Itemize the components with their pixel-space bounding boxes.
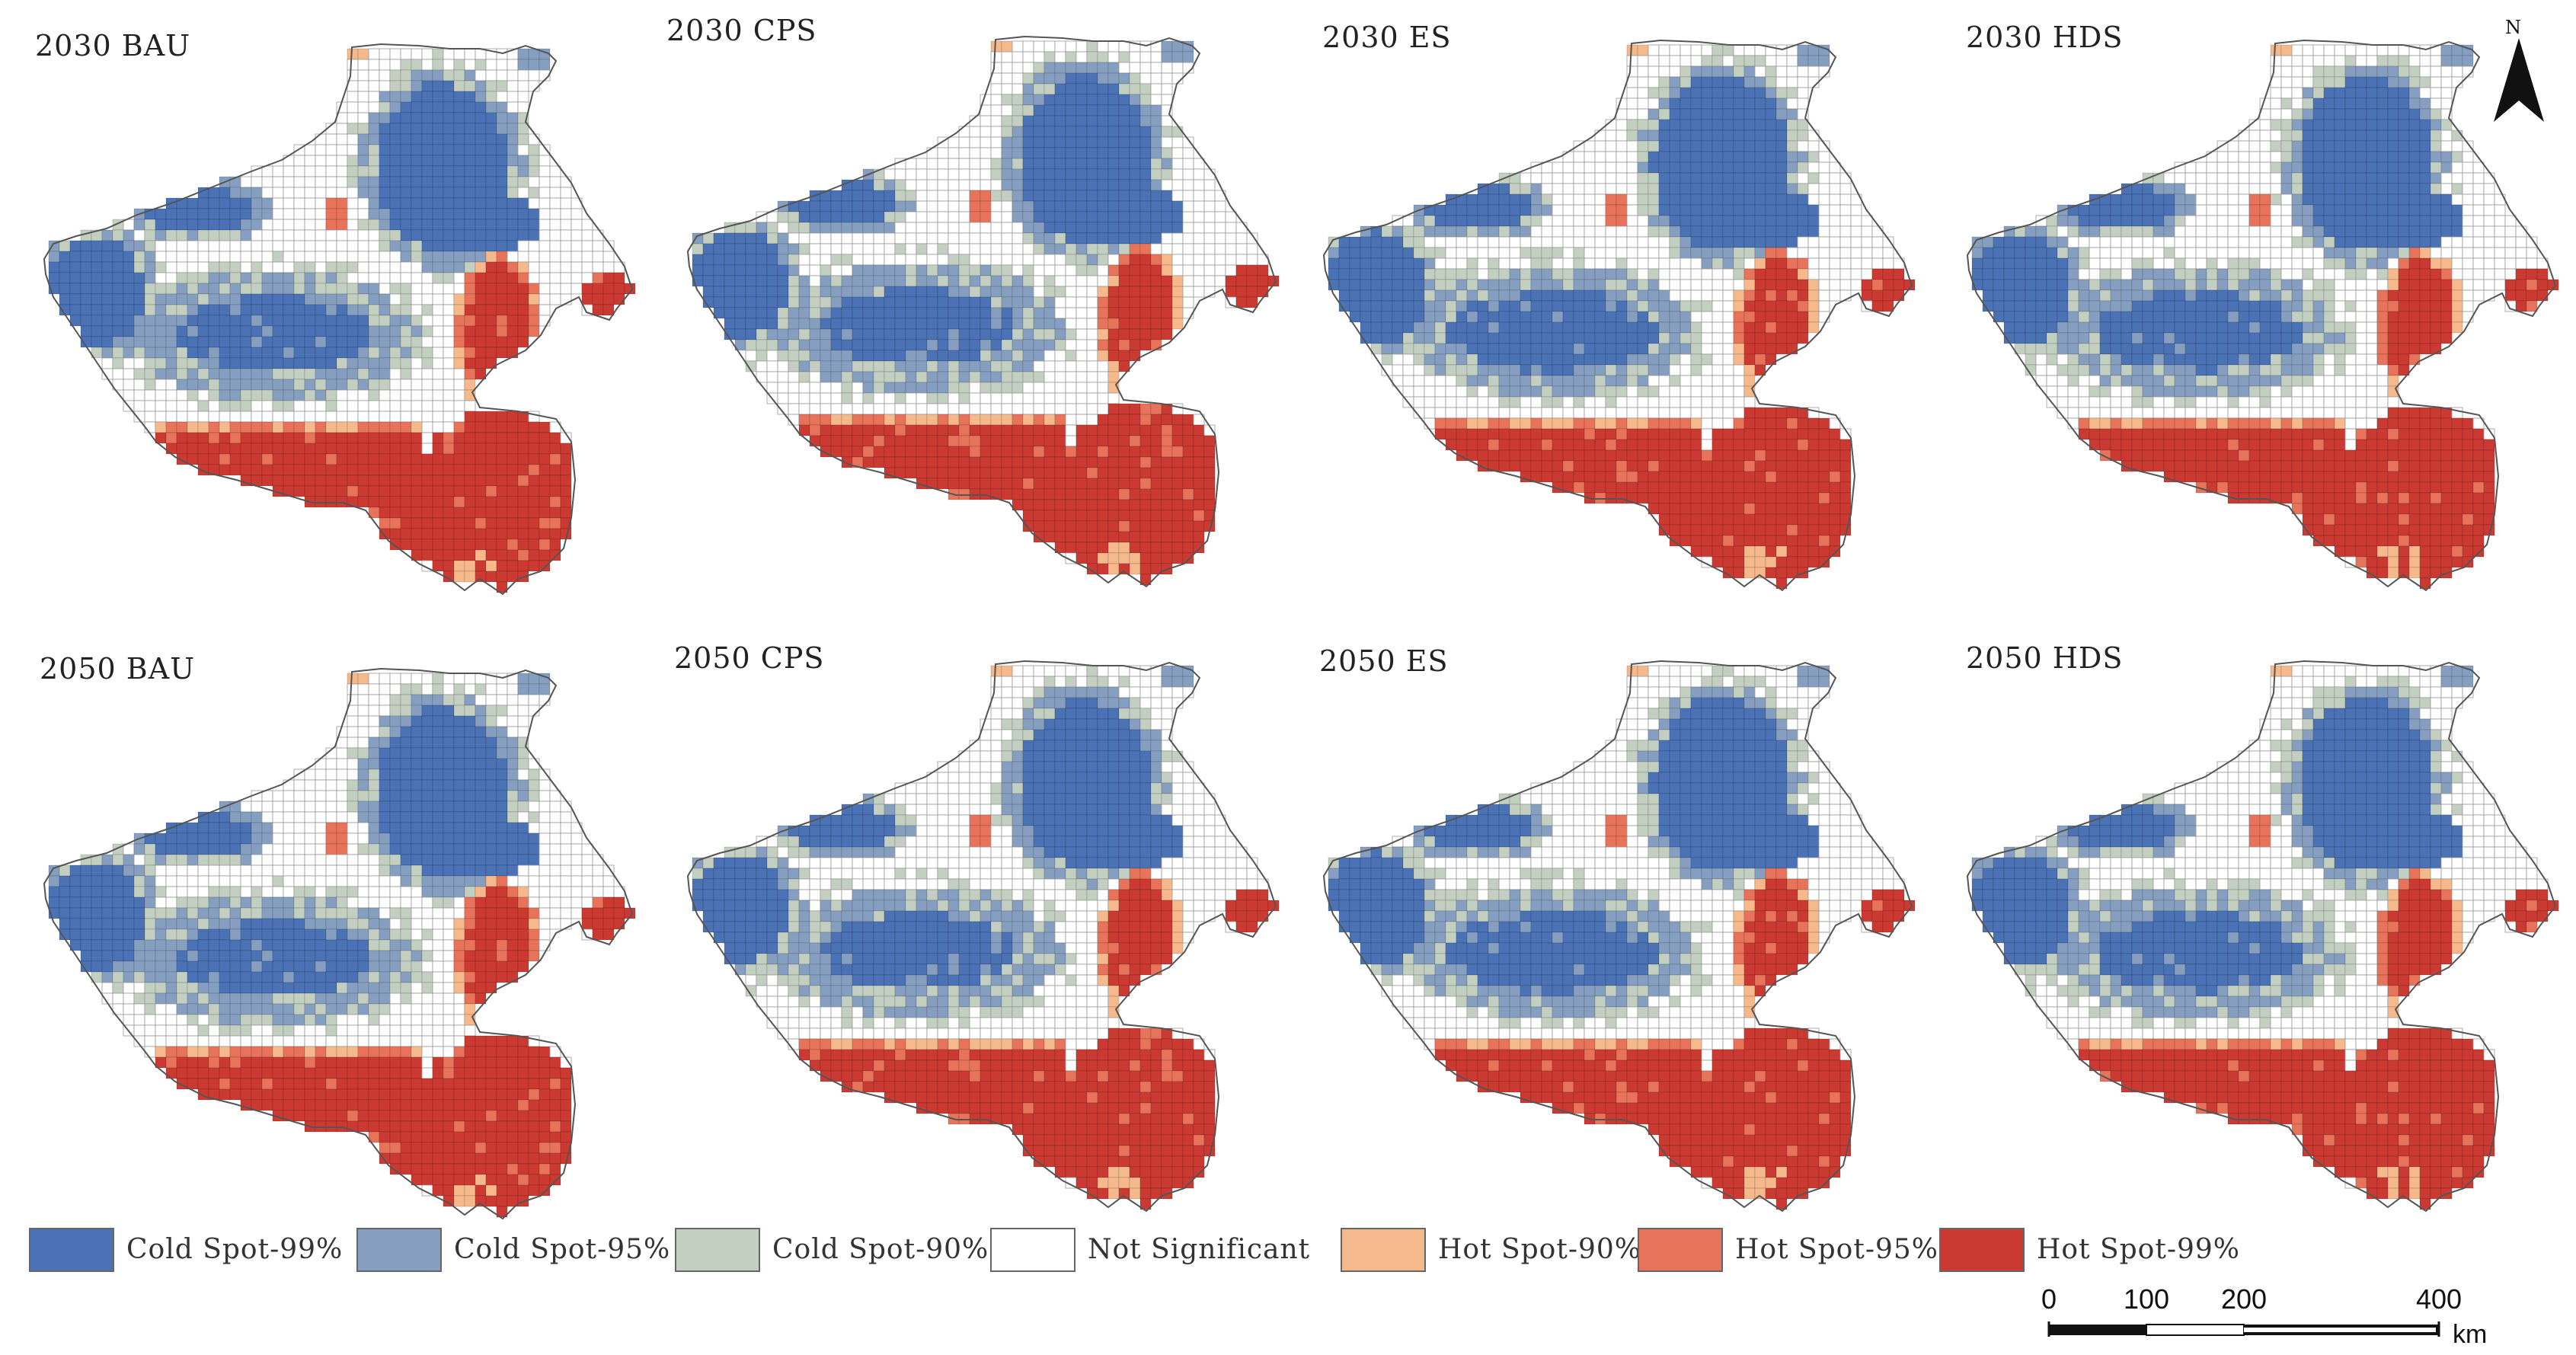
scale-bar-graphic [2047,1321,2440,1337]
hotspot-grid-map [686,660,1280,1213]
hotspot-grid-map [1966,39,2559,592]
province-outline [686,660,1277,1213]
scale-tick-label: 100 [2123,1283,2170,1315]
panel-title: 2050 ES [1319,644,1449,678]
panel-title: 2050 BAU [40,652,196,685]
map-panel: 2030 CPS [666,8,1291,617]
legend-label: Hot Spot-90% [1438,1234,1642,1265]
province-outline [1322,39,1913,592]
north-arrow-icon [2494,38,2544,122]
hotspot-grid-map [1322,39,1916,592]
scale-bar: 0 100 200 400 km [2026,1283,2544,1352]
map-panel: 2050 BAU [23,640,647,1249]
province-outline [43,43,634,596]
scale-tick-label: 400 [2415,1283,2463,1315]
panel-title: 2030 BAU [35,29,191,62]
province-outline [1322,660,1913,1213]
panel-title: 2030 ES [1322,21,1452,54]
legend-label: Cold Spot-90% [772,1234,989,1265]
hotspot-grid-map [43,667,636,1220]
legend-label: Not Significant [1088,1234,1311,1265]
legend-swatch [1939,1228,2025,1272]
scale-tick-label: 0 [2041,1283,2057,1315]
north-label: N [2505,17,2521,38]
legend-swatch [1638,1228,1723,1272]
scale-unit: km [2453,1320,2488,1349]
map-panel: 2050 ES [1302,632,1927,1242]
legend-swatch [29,1228,114,1272]
legend-label: Hot Spot-95% [1735,1234,1939,1265]
map-panel: 2030 HDS [1946,11,2571,621]
legend-label: Cold Spot-99% [126,1234,344,1265]
legend-swatch [356,1228,442,1272]
hotspot-grid-map [686,35,1280,588]
legend-label: Hot Spot-99% [2037,1234,2241,1265]
panel-title: 2050 HDS [1966,641,2124,675]
map-panel: 2050 CPS [666,632,1291,1242]
province-outline [686,35,1277,588]
legend-swatch [675,1228,760,1272]
province-outline [1966,39,2557,592]
panel-title: 2050 CPS [674,641,825,675]
map-panel: 2030 BAU [23,15,647,625]
province-outline [43,667,634,1220]
panel-title: 2030 HDS [1966,21,2124,54]
hotspot-grid-map [1966,660,2559,1213]
panel-title: 2030 CPS [666,14,817,47]
hotspot-grid-map [1322,660,1916,1213]
map-panel: 2050 HDS [1946,632,2571,1242]
province-outline [1966,660,2557,1213]
legend-swatch [1341,1228,1426,1272]
legend-swatch [990,1228,1075,1272]
map-panel: 2030 ES [1302,11,1927,621]
hotspot-grid-map [43,43,636,596]
legend-label: Cold Spot-95% [454,1234,671,1265]
scale-tick-label: 200 [2220,1283,2268,1315]
